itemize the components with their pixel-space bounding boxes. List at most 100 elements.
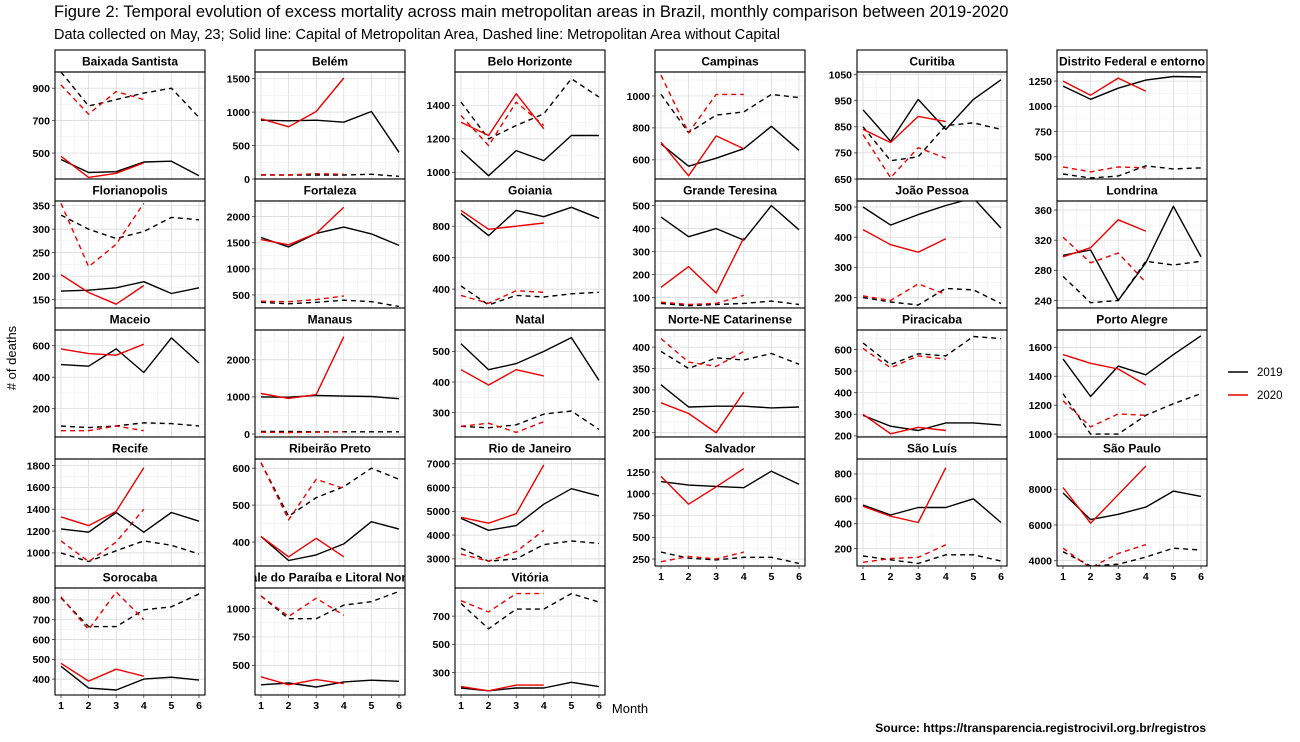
panel-florianopolis: Florianopolis 150 200 250 300 350 bbox=[32, 178, 206, 309]
series-2019-capital bbox=[862, 498, 1002, 524]
x-tick-label: 2 bbox=[888, 571, 894, 583]
y-tick-label: 500 bbox=[632, 532, 650, 544]
y-tick-label: 600 bbox=[32, 341, 50, 353]
panel-border bbox=[254, 587, 406, 696]
panel-grid bbox=[55, 588, 205, 695]
panel-grid bbox=[55, 201, 205, 308]
panel-series bbox=[660, 204, 800, 307]
x-tick-label: 4 bbox=[541, 700, 547, 712]
x-tick-label: 1 bbox=[658, 571, 664, 583]
legend-label-2020: 2020 bbox=[1257, 390, 1283, 402]
y-tick-label: 300 bbox=[632, 246, 650, 258]
x-tick-label: 2 bbox=[1088, 571, 1094, 583]
panel-porto-alegre: Porto Alegre 1000 1200 1400 1600 bbox=[1029, 307, 1208, 441]
series-2020-capital bbox=[862, 413, 946, 435]
panel-grid bbox=[857, 459, 1007, 566]
panel-natal: Natal 300 400 500 bbox=[432, 307, 606, 438]
y-tick-label: 200 bbox=[834, 431, 852, 443]
panel-series bbox=[460, 206, 600, 306]
panel-series bbox=[460, 336, 600, 434]
panel-ribeirao-preto: Ribeirão Preto 400 500 600 bbox=[232, 436, 406, 567]
series-2019-capital bbox=[260, 521, 400, 562]
series-2020-capital bbox=[862, 467, 947, 524]
panel-maceio: Maceio 200 400 600 bbox=[32, 307, 206, 438]
y-tick-label: 1000 bbox=[227, 392, 251, 404]
panel-grid bbox=[55, 459, 205, 566]
series-2020-capital bbox=[60, 155, 145, 179]
series-2020-capital bbox=[260, 77, 345, 128]
y-tick-label: 950 bbox=[834, 96, 852, 108]
y-tick-label: 280 bbox=[1034, 265, 1052, 277]
series-2020-capital bbox=[260, 535, 345, 558]
series-2019-capital bbox=[260, 110, 400, 153]
strip-label: Belo Horizonte bbox=[488, 55, 573, 69]
y-tick-label: 1500 bbox=[227, 238, 251, 250]
series-2020-metro bbox=[1062, 236, 1147, 283]
strip-label: Campinas bbox=[701, 55, 759, 69]
y-tick-label: 7000 bbox=[427, 459, 451, 471]
series-2019-metro bbox=[1062, 260, 1202, 304]
y-tick-label: 500 bbox=[232, 500, 250, 512]
y-tick-label: 600 bbox=[834, 494, 852, 506]
y-tick-label: 1250 bbox=[1029, 76, 1053, 88]
series-2019-capital bbox=[660, 470, 800, 489]
panel-grid bbox=[255, 588, 405, 695]
series-2020-metro bbox=[260, 295, 344, 303]
series-2019-capital bbox=[862, 201, 1002, 229]
series-2019-metro bbox=[260, 462, 400, 517]
series-2020-capital bbox=[460, 209, 544, 231]
panel-border bbox=[856, 458, 1008, 567]
panel-series bbox=[260, 462, 400, 562]
series-2020-capital bbox=[460, 684, 544, 692]
series-2019-metro bbox=[862, 335, 1002, 366]
series-2020-capital bbox=[60, 274, 145, 305]
y-tick-label: 800 bbox=[632, 123, 650, 135]
strip-label: Goiania bbox=[508, 184, 552, 198]
panel-campinas: Campinas 600 800 1000 bbox=[627, 49, 806, 180]
series-2019-capital bbox=[60, 158, 200, 177]
y-tick-label: 1000 bbox=[27, 548, 51, 560]
series-2020-capital bbox=[1062, 77, 1147, 96]
series-2019-capital bbox=[60, 511, 200, 533]
series-2019-metro bbox=[260, 590, 400, 620]
panel-series bbox=[862, 201, 1002, 306]
series-2020-capital bbox=[460, 92, 545, 137]
y-tick-label: 1000 bbox=[227, 264, 251, 276]
y-tick-label: 500 bbox=[834, 202, 852, 214]
y-tick-label: 150 bbox=[32, 294, 50, 306]
y-tick-label: 6000 bbox=[1029, 520, 1053, 532]
y-tick-label: 200 bbox=[834, 543, 852, 555]
panel-series bbox=[660, 338, 800, 434]
x-tick-label: 2 bbox=[86, 700, 92, 712]
series-2020-metro bbox=[60, 84, 144, 115]
x-tick-label: 3 bbox=[1115, 571, 1121, 583]
x-tick-label: 3 bbox=[513, 700, 519, 712]
series-2020-metro bbox=[260, 462, 345, 521]
y-tick-label: 350 bbox=[32, 200, 50, 212]
x-tick-label: 1 bbox=[458, 700, 464, 712]
series-2019-metro bbox=[862, 122, 1002, 162]
panel-recife: Recife 1000 1200 1400 1600 1800 bbox=[27, 436, 206, 567]
y-tick-label: 1000 bbox=[427, 167, 451, 179]
y-tick-label: 5000 bbox=[427, 506, 451, 518]
y-tick-label: 1500 bbox=[227, 73, 251, 85]
y-tick-label: 200 bbox=[632, 269, 650, 281]
panel-grid bbox=[455, 588, 605, 695]
y-tick-label: 1000 bbox=[627, 489, 651, 501]
y-tick-label: 1400 bbox=[27, 504, 51, 516]
x-tick-label: 5 bbox=[768, 571, 774, 583]
x-tick-label: 2 bbox=[486, 700, 492, 712]
y-tick-label: 800 bbox=[834, 469, 852, 481]
panel-series bbox=[660, 468, 800, 565]
y-tick-label: 500 bbox=[32, 148, 50, 160]
y-tick-label: 400 bbox=[834, 518, 852, 530]
y-tick-label: 400 bbox=[432, 377, 450, 389]
y-tick-label: 600 bbox=[32, 634, 50, 646]
y-tick-label: 350 bbox=[632, 363, 650, 375]
series-2020-capital bbox=[460, 369, 544, 386]
series-2020-metro bbox=[60, 202, 145, 268]
source-caption: Source: https://transparencia.registroci… bbox=[875, 721, 1206, 735]
strip-label: Vale do Paraíba e Litoral Norte bbox=[243, 571, 417, 585]
series-2020-metro bbox=[660, 74, 744, 134]
x-axis-title: Month bbox=[612, 701, 648, 716]
